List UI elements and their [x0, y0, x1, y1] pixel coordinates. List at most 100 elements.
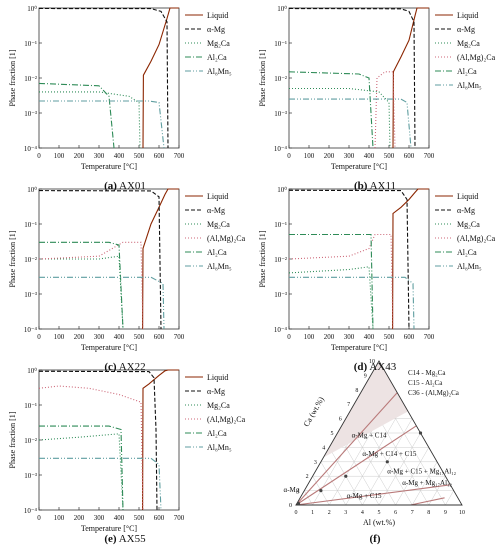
- x-tick-label: 200: [324, 333, 335, 341]
- alloy-point: [319, 489, 323, 493]
- y-tick-label: 10⁻²: [24, 256, 37, 264]
- y-tick-label: 10⁻³: [24, 110, 37, 118]
- series-line: [142, 188, 179, 330]
- ca-tick-label: 5: [331, 431, 334, 437]
- series-line: [392, 188, 429, 330]
- x-tick-label: 100: [304, 152, 315, 160]
- legend-label: Al₂Ca: [457, 248, 477, 257]
- y-tick-label: 10⁻²: [274, 75, 287, 83]
- ca-tick-label: 4: [322, 445, 325, 451]
- x-tick-label: 300: [94, 514, 105, 522]
- legend-label: Mg₂Ca: [207, 39, 230, 48]
- legend-label: α-Mg: [457, 206, 475, 215]
- ca-tick-label: 10: [369, 359, 375, 365]
- y-tick-label: 10⁻⁴: [24, 145, 38, 153]
- legend-label: Al₂Ca: [207, 248, 227, 257]
- phase-boundary: [410, 497, 445, 506]
- grid-line: [345, 404, 405, 506]
- plot-frame: [38, 7, 180, 149]
- x-axis-label: Temperature [°C]: [81, 162, 138, 171]
- y-tick-label: 10⁻⁴: [24, 507, 38, 515]
- grid-line: [445, 490, 454, 506]
- x-tick-label: 200: [74, 333, 85, 341]
- legend-label: Al₂Ca: [207, 53, 227, 62]
- y-tick-label: 10⁻²: [24, 75, 37, 83]
- caption-f: (f): [250, 533, 500, 545]
- caption-letter: (b): [353, 180, 368, 192]
- y-tick-label: 10⁻⁴: [274, 326, 288, 334]
- legend-label: Al₈Mn₅: [457, 262, 482, 271]
- series-line: [289, 87, 391, 149]
- x-tick-label: 300: [94, 333, 105, 341]
- legend-label: Liquid: [207, 373, 228, 382]
- x-tick-label: 600: [404, 333, 415, 341]
- ca-tick-label: 6: [339, 417, 342, 423]
- x-tick-label: 500: [134, 514, 145, 522]
- chart-panel-c: 0 100 200 300 400 500 600 700 10⁰ 10⁻¹ 10⁻² 10⁻³ 10⁻…: [8, 186, 246, 352]
- y-tick-label: 10⁰: [27, 5, 37, 13]
- region-label: α-Mg + C15 + Mg₁₇Al₁₂: [387, 467, 456, 475]
- y-tick-label: 10⁻¹: [24, 221, 37, 229]
- phase-boundary: [295, 484, 451, 506]
- region-label: α-Mg + C14: [352, 431, 387, 439]
- region-label: α-Mg + C14 + C15: [362, 450, 416, 458]
- x-tick-label: 400: [114, 333, 125, 341]
- chart-panel-b: 0 100 200 300 400 500 600 700 10⁰ 10⁻¹ 10⁻² 10⁻³ 10⁻…: [258, 5, 496, 171]
- y-tick-label: 10⁻²: [274, 256, 287, 264]
- legend-label: Al₈Mn₅: [207, 262, 232, 271]
- y-axis-label: Phase fraction [1]: [8, 230, 17, 287]
- x-tick-label: 400: [114, 152, 125, 160]
- al-tick-label: 7: [411, 510, 414, 516]
- x-tick-label: 700: [174, 333, 185, 341]
- series-line: [288, 71, 374, 149]
- y-tick-label: 10⁻³: [274, 110, 287, 118]
- y-tick-label: 10⁰: [277, 186, 287, 194]
- x-axis-label: Temperature [°C]: [81, 343, 138, 352]
- x-tick-label: 0: [287, 152, 291, 160]
- al-tick-label: 0: [295, 510, 298, 516]
- x-axis-label: Temperature [°C]: [81, 524, 138, 533]
- alloy-point: [385, 460, 389, 464]
- x-axis-label: Temperature [°C]: [331, 343, 388, 352]
- y-tick-label: 10⁻³: [274, 291, 287, 299]
- series-line: [288, 7, 416, 149]
- legend-label: Mg₂Ca: [457, 220, 480, 229]
- y-axis-label: Phase fraction [1]: [8, 411, 17, 468]
- caption-letter: (e): [104, 533, 117, 545]
- series-line: [38, 7, 169, 149]
- series-line: [39, 276, 165, 330]
- caption-a: (a) AX01: [0, 180, 250, 192]
- caption-letter: (a): [104, 180, 117, 192]
- al-tick-label: 3: [344, 510, 347, 516]
- x-tick-label: 0: [37, 514, 41, 522]
- alloy-point: [344, 474, 348, 478]
- series-line: [288, 189, 410, 330]
- ca-tick-label: 3: [314, 460, 317, 466]
- series-line: [39, 100, 165, 149]
- grid-line: [411, 461, 438, 506]
- series-line: [392, 7, 429, 149]
- caption-e: (e) AX55: [0, 533, 250, 545]
- legend-label: Al₈Mn₅: [207, 443, 232, 452]
- ternary-panel-f: 00 1 1 2 2 3 3 4 4 5 5 6 6 7 7 8 8 9 9 10 10 Al (wt.%) Ca (wt.…: [284, 359, 465, 527]
- series-line: [374, 71, 396, 149]
- legend-label: Al₈Mn₅: [457, 81, 482, 90]
- grid-line: [320, 461, 347, 506]
- series-line: [38, 82, 115, 149]
- plot-frame: [38, 369, 180, 511]
- ca-tick-label: 0: [289, 503, 292, 509]
- x-tick-label: 700: [174, 514, 185, 522]
- series-line: [38, 190, 162, 330]
- ternary-legend-label: C14 - Mg₂Ca: [408, 369, 446, 377]
- series-line: [289, 276, 415, 330]
- legend-label: Al₂Ca: [207, 429, 227, 438]
- y-tick-label: 10⁻⁴: [24, 326, 38, 334]
- ca-tick-label: 1: [297, 489, 300, 495]
- ca-tick-label: 8: [355, 388, 358, 394]
- caption-name: AX43: [369, 361, 397, 373]
- x-tick-label: 300: [344, 152, 355, 160]
- y-tick-label: 10⁰: [277, 5, 287, 13]
- legend-label: Mg₂Ca: [207, 401, 230, 410]
